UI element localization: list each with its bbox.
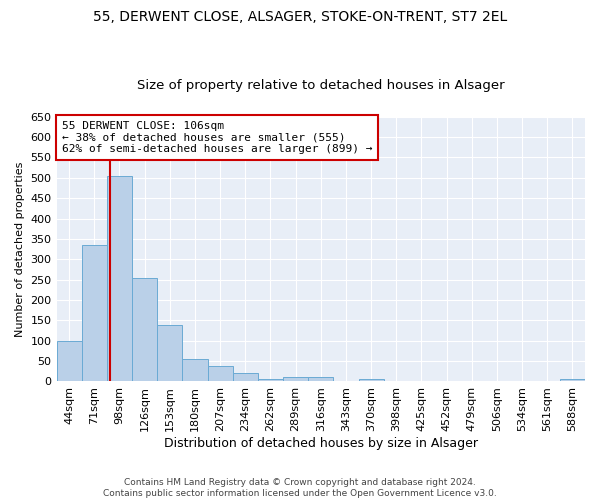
Text: Contains HM Land Registry data © Crown copyright and database right 2024.
Contai: Contains HM Land Registry data © Crown c… — [103, 478, 497, 498]
Bar — [208, 366, 233, 382]
Text: 55 DERWENT CLOSE: 106sqm
← 38% of detached houses are smaller (555)
62% of semi-: 55 DERWENT CLOSE: 106sqm ← 38% of detach… — [62, 120, 373, 154]
Bar — [233, 374, 258, 382]
Bar — [308, 378, 334, 382]
X-axis label: Distribution of detached houses by size in Alsager: Distribution of detached houses by size … — [164, 437, 478, 450]
Bar — [157, 326, 182, 382]
Bar — [258, 378, 283, 382]
Bar — [383, 380, 409, 382]
Bar — [560, 380, 585, 382]
Bar — [107, 176, 132, 382]
Text: 55, DERWENT CLOSE, ALSAGER, STOKE-ON-TRENT, ST7 2EL: 55, DERWENT CLOSE, ALSAGER, STOKE-ON-TRE… — [93, 10, 507, 24]
Bar — [182, 359, 208, 382]
Bar — [283, 378, 308, 382]
Bar — [56, 341, 82, 382]
Y-axis label: Number of detached properties: Number of detached properties — [15, 162, 25, 337]
Bar — [359, 380, 383, 382]
Bar — [132, 278, 157, 382]
Bar — [82, 244, 107, 382]
Title: Size of property relative to detached houses in Alsager: Size of property relative to detached ho… — [137, 79, 505, 92]
